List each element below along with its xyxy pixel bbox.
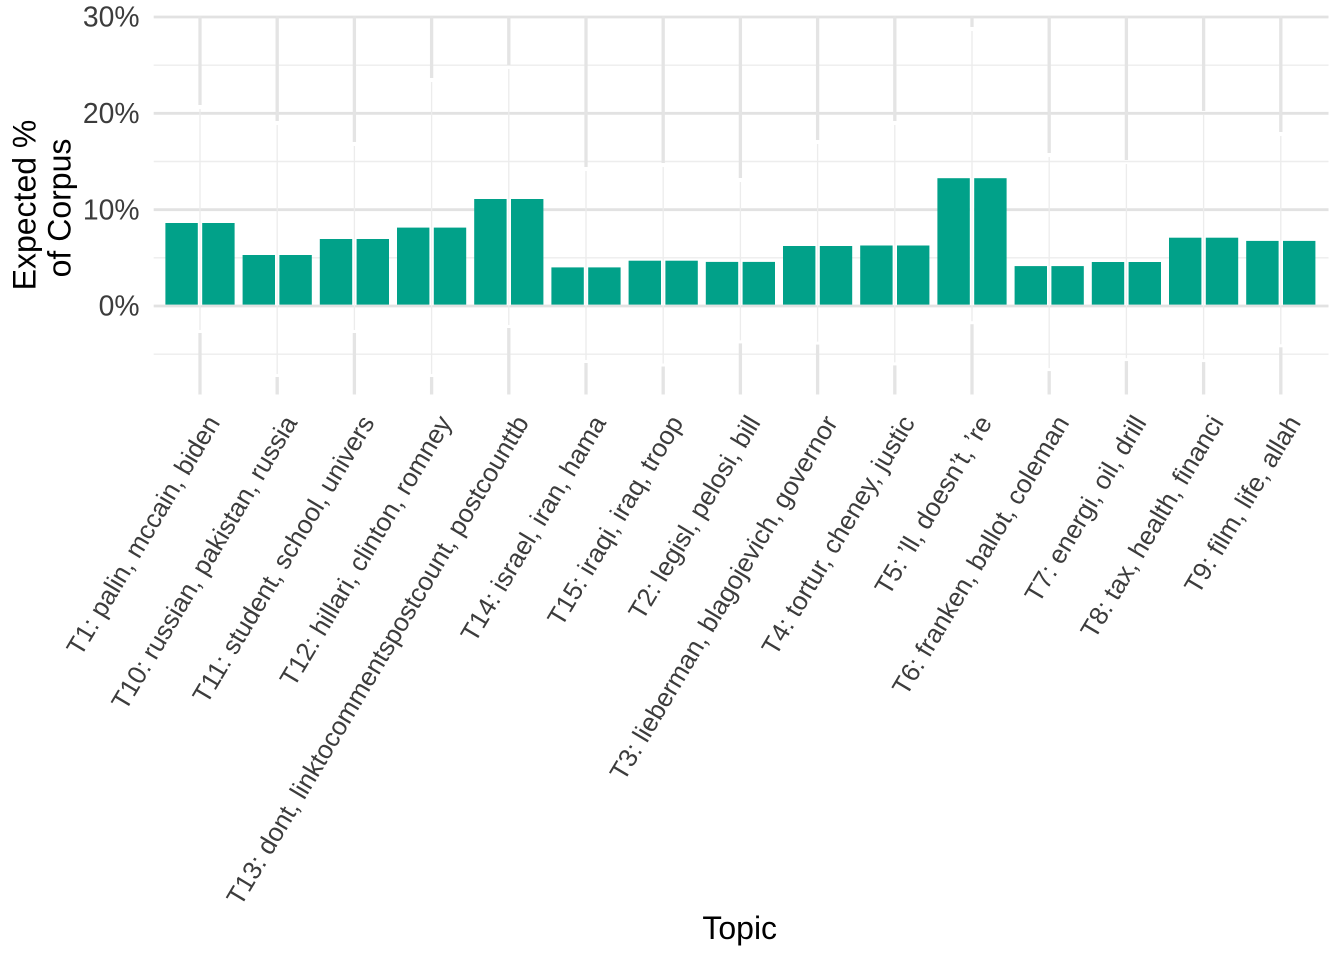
svg-text:30%: 30%	[83, 1, 140, 33]
svg-text:20%: 20%	[83, 97, 140, 129]
svg-text:Expected %: Expected %	[7, 120, 43, 291]
svg-text:10%: 10%	[83, 193, 140, 225]
svg-text:0%: 0%	[99, 290, 140, 322]
svg-text:of Corpus: of Corpus	[41, 139, 77, 278]
svg-text:Topic: Topic	[702, 910, 777, 946]
